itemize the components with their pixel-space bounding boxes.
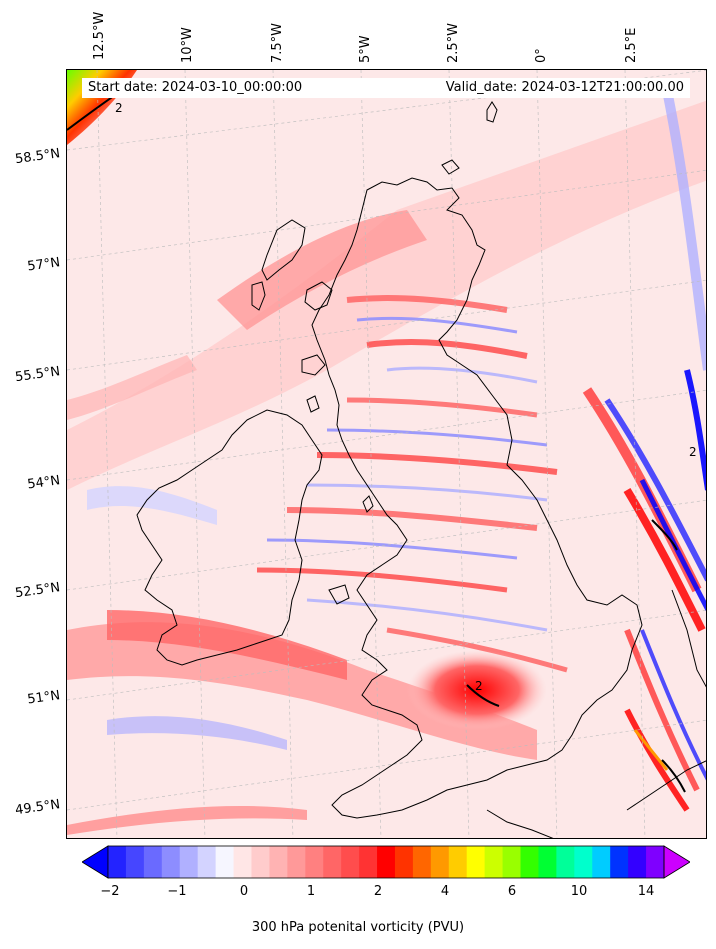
coastline-orkney: [441, 159, 460, 175]
lon-label-10w: 10°W: [180, 27, 195, 63]
pv-band-blue-sw: [107, 716, 287, 750]
pv-band-ireland: [107, 610, 347, 680]
pv-band-hebrides: [217, 210, 427, 330]
lon-label-7-5w: 7.5°W: [270, 22, 285, 63]
pv-band-west: [67, 355, 197, 420]
colorbar-segment: [646, 846, 665, 878]
pv-field-svg: 2 2 2: [67, 70, 706, 838]
map-gridlines: [67, 70, 706, 838]
colorbar-segment: [592, 846, 611, 878]
lat-label-55-5n: 55.5°N: [14, 364, 62, 386]
lat-label-57n: 57°N: [26, 255, 62, 275]
colorbar-segment: [197, 846, 217, 878]
colorbar-segment: [610, 846, 629, 878]
pv-wave-trains: [256, 295, 568, 673]
contour-label-bristol: 2: [475, 679, 483, 693]
valid-date-label: Valid_date: 2024-03-12T21:00:00.00: [445, 80, 684, 95]
colorbar-segment: [538, 846, 557, 878]
coastline-uist: [251, 281, 266, 311]
colorbar-segment: [108, 846, 127, 878]
lat-label-54n: 54°N: [26, 473, 62, 493]
colorbar-arrow-max: [663, 845, 690, 879]
pv-band-channel: [67, 805, 307, 835]
coastlines: [136, 101, 706, 838]
coastline-france: [486, 809, 554, 838]
lon-label-12-5w: 12.5°W: [92, 11, 107, 60]
coastline-netherlands: [671, 589, 706, 688]
colorbar-segment: [179, 846, 199, 878]
coastline-skye: [304, 281, 333, 311]
lon-label-5w: 5°W: [358, 35, 373, 63]
lat-label-49-5n: 49.5°N: [14, 797, 62, 819]
colorbar-segment: [341, 846, 360, 878]
contour-label-east: 2: [689, 445, 697, 459]
coastline-france-east: [626, 760, 706, 811]
coastline-shetland: [486, 101, 498, 123]
cb-tick-14: 14: [637, 884, 655, 899]
lon-label-0: 0°: [534, 48, 549, 63]
start-date-label: Start date: 2024-03-10_00:00:00: [88, 80, 303, 95]
lat-label-58-5n: 58.5°N: [14, 146, 62, 168]
colorbar-segment: [359, 846, 378, 878]
cb-tick-4: 4: [440, 884, 450, 899]
colorbar-segment: [412, 846, 432, 878]
coastline-islay: [306, 395, 320, 413]
colorbar-outline: [107, 845, 665, 879]
date-info-box: Start date: 2024-03-10_00:00:00 Valid_da…: [82, 78, 690, 98]
pv-map-panel[interactable]: 2 2 2: [66, 69, 707, 839]
coastline-lewis: [261, 219, 306, 281]
coastline-isle-of-man: [362, 495, 374, 513]
colorbar-segment: [233, 846, 252, 878]
pv-band-south: [67, 622, 537, 760]
colorbar-segment: [556, 846, 575, 878]
colorbar-segment: [466, 846, 486, 878]
colorbar-segment: [484, 846, 504, 878]
cb-tick-neg1: −1: [167, 884, 187, 899]
coastline-ireland: [136, 409, 323, 666]
colorbar-arrow-min: [82, 845, 109, 879]
coastline-anglesey: [328, 584, 350, 605]
lon-label-2-5e: 2.5°E: [624, 27, 639, 63]
colorbar-segment: [430, 846, 450, 878]
colorbar-segment: [287, 846, 306, 878]
cb-tick-10: 10: [570, 884, 588, 899]
lat-label-51n: 51°N: [26, 688, 62, 708]
colorbar-segment: [377, 846, 396, 878]
colorbar-segment: [323, 846, 342, 878]
cb-tick-neg2: −2: [100, 884, 120, 899]
coastline-great-britain: [311, 177, 643, 819]
colorbar-segment: [125, 846, 145, 878]
cb-tick-0: 0: [239, 884, 249, 899]
colorbar-segment: [502, 846, 522, 878]
colorbar-segment: [628, 846, 647, 878]
colorbar-segment: [161, 846, 181, 878]
cb-tick-1: 1: [306, 884, 316, 899]
lat-label-52-5n: 52.5°N: [14, 580, 62, 602]
pv-max-bristol: [407, 650, 547, 730]
colorbar-segment: [305, 846, 324, 878]
colorbar-title: 300 hPa potenital vorticity (PVU): [251, 920, 465, 935]
pv-east-anomalies: [582, 89, 706, 812]
colorbar-segment: [143, 846, 163, 878]
pv-band-blue-west: [87, 486, 217, 525]
colorbar-segment: [448, 846, 468, 878]
colorbar-segment: [520, 846, 539, 878]
cb-tick-6: 6: [507, 884, 517, 899]
cb-tick-2: 2: [373, 884, 383, 899]
coastline-mull: [301, 354, 326, 376]
colorbar-segment: [215, 846, 235, 878]
colorbar-segment: [251, 846, 270, 878]
colorbar-segment: [574, 846, 593, 878]
colorbar-segment: [269, 846, 288, 878]
contour-label-nw: 2: [115, 101, 123, 115]
colorbar-segment: [394, 846, 414, 878]
lon-label-2-5w: 2.5°W: [446, 22, 461, 63]
colorbar: [82, 845, 690, 879]
